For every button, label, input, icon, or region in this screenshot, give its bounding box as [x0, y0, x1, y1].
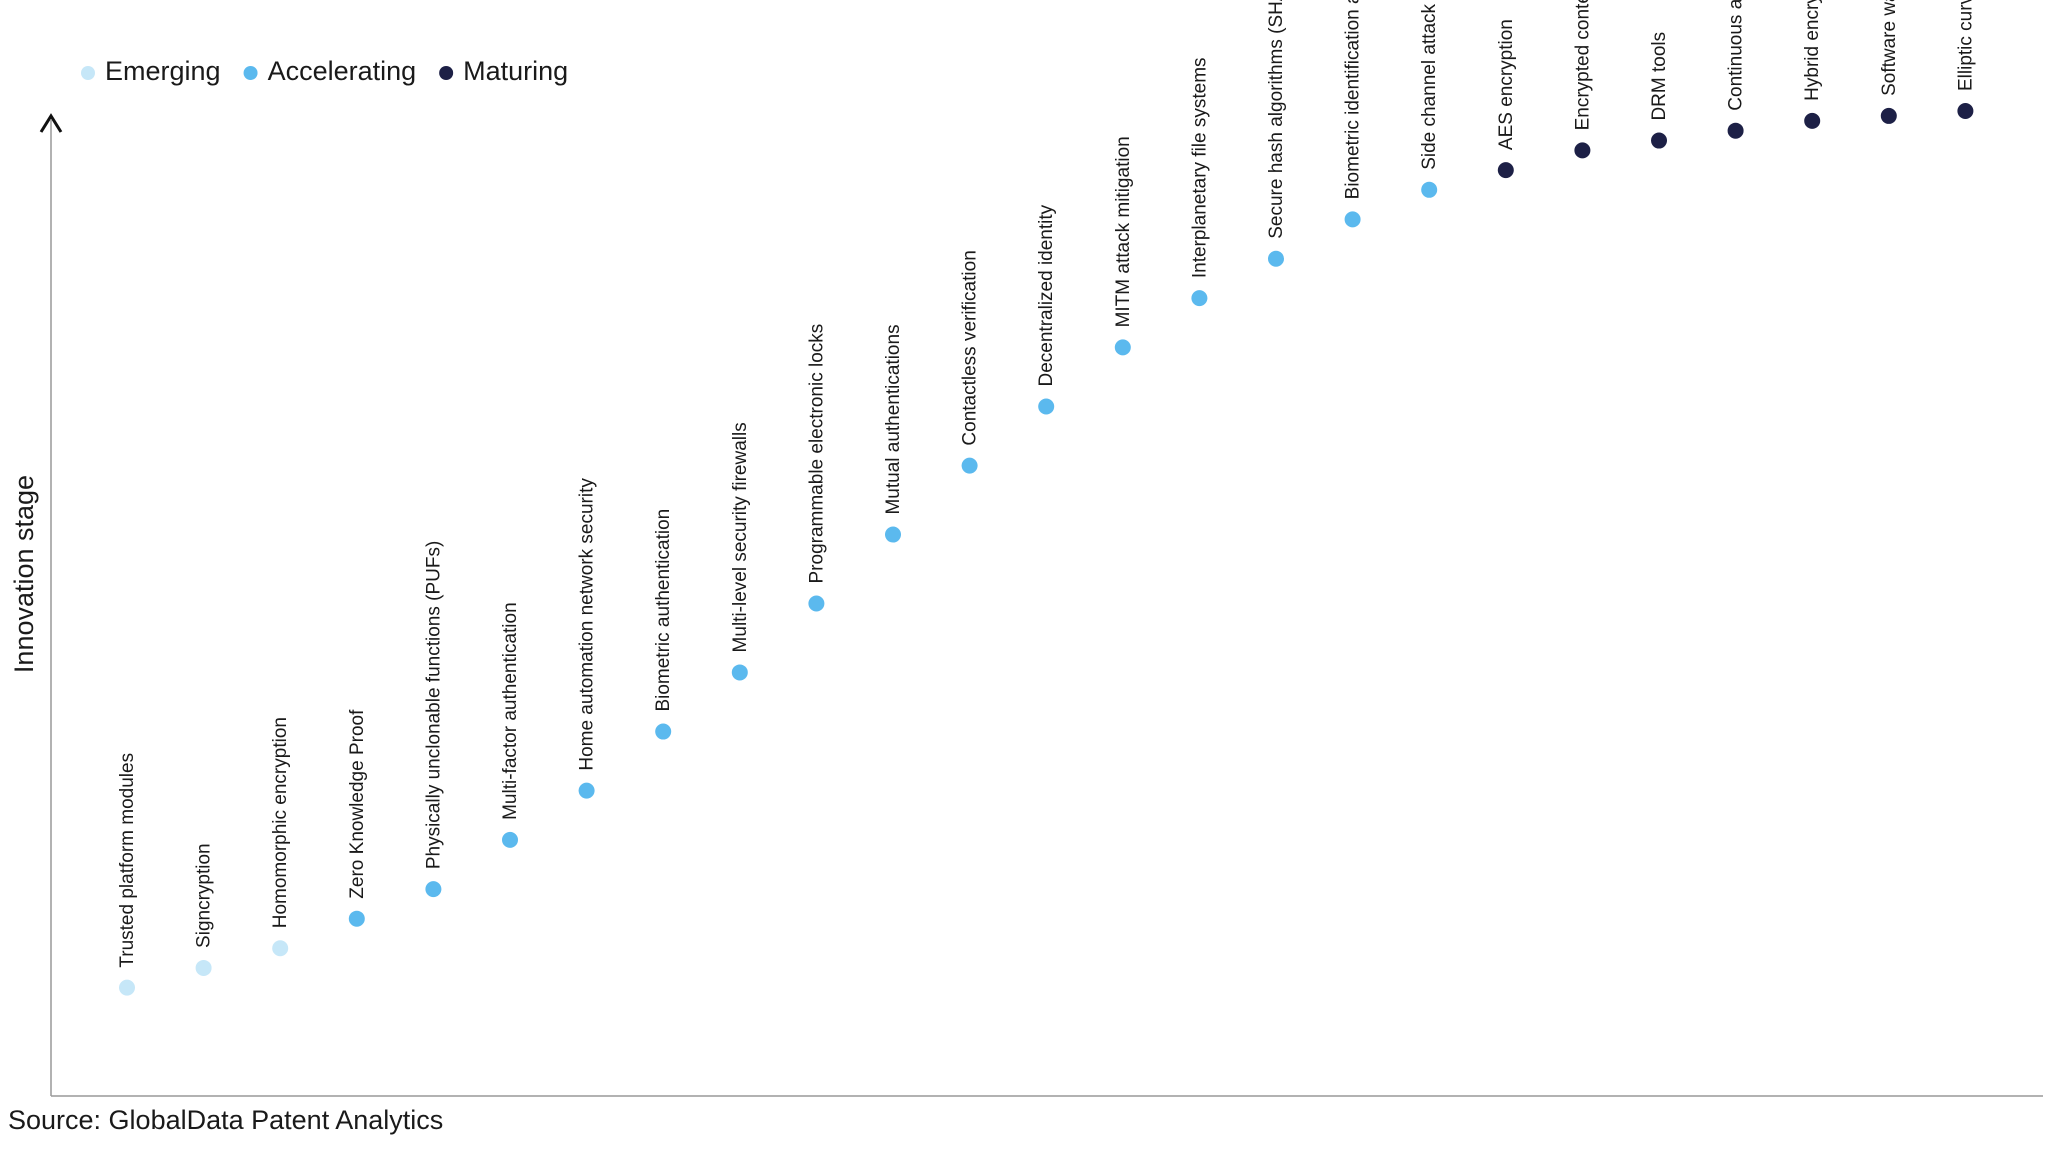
data-point — [808, 595, 825, 612]
data-point — [1191, 290, 1208, 307]
category-label: Decentralized identity — [1036, 204, 1057, 386]
category-label: AES encryption — [1496, 19, 1517, 150]
data-point — [195, 959, 212, 976]
category-label: Hybrid encryption algorithm — [1802, 0, 1823, 101]
category-label: Side channel attack mitigation — [1419, 0, 1440, 170]
data-point — [1038, 398, 1055, 415]
category-label: Biometric authentication — [653, 509, 674, 712]
data-point — [425, 881, 442, 898]
category-label: Encrypted content distribution — [1572, 0, 1593, 130]
data-point — [1651, 132, 1667, 149]
category-label: Programmable electronic locks — [806, 324, 827, 584]
data-point — [1344, 211, 1361, 228]
legend-label: Emerging — [105, 56, 221, 86]
category-label: Contactless verification — [960, 250, 981, 445]
category-label: Home automation network security — [577, 478, 598, 771]
legend-marker — [81, 66, 95, 80]
category-label: Interplanetary file systems — [1189, 57, 1210, 278]
category-label: Biometric identification and monitoring — [1343, 0, 1364, 199]
data-point — [1804, 112, 1821, 129]
data-point — [1727, 122, 1744, 139]
legend-item: Emerging — [81, 56, 221, 86]
category-label: Continuous authentication — [1726, 0, 1747, 111]
data-point — [885, 526, 901, 543]
category-label: Multi-level security firewalls — [730, 422, 751, 652]
category-label: Elliptic curve cryptography — [1955, 0, 1976, 91]
data-point — [1957, 103, 1974, 119]
data-point — [348, 910, 365, 927]
data-point — [578, 782, 595, 799]
legend-marker — [439, 66, 454, 80]
data-point — [1574, 142, 1591, 159]
category-label: Multi-factor authentication — [500, 602, 521, 820]
category-label: Trusted platform modules — [117, 753, 138, 968]
category-label: Homomorphic encryption — [270, 717, 291, 928]
data-point — [119, 979, 135, 996]
legend-label: Maturing — [463, 56, 568, 86]
y-axis-label: Innovation stage — [9, 475, 39, 673]
category-label: Physically unclonable functions (PUFs) — [423, 541, 444, 869]
data-point — [961, 457, 978, 474]
category-label: Mutual authentications — [883, 324, 904, 514]
data-point — [1268, 250, 1284, 267]
data-point — [1421, 181, 1438, 198]
category-label: Secure hash algorithms (SHA) — [1266, 0, 1287, 239]
category-label: DRM tools — [1649, 32, 1670, 121]
data-point — [502, 831, 518, 848]
source-note: Source: GlobalData Patent Analytics — [8, 1105, 443, 1135]
data-point — [655, 723, 672, 740]
axis-arrow — [39, 113, 63, 133]
data-point — [1497, 162, 1514, 179]
data-point — [272, 940, 289, 957]
legend-marker — [243, 66, 258, 80]
legend-label: Accelerating — [268, 56, 417, 86]
category-label: Software watermarking — [1879, 0, 1900, 96]
category-label: Signcryption — [194, 843, 215, 948]
legend-item: Maturing — [439, 56, 568, 86]
legend-item: Accelerating — [243, 56, 417, 86]
data-point — [731, 664, 748, 681]
data-point — [1880, 107, 1897, 124]
data-point — [1114, 339, 1131, 356]
category-label: MITM attack mitigation — [1113, 136, 1134, 327]
category-label: Zero Knowledge Proof — [347, 709, 368, 899]
